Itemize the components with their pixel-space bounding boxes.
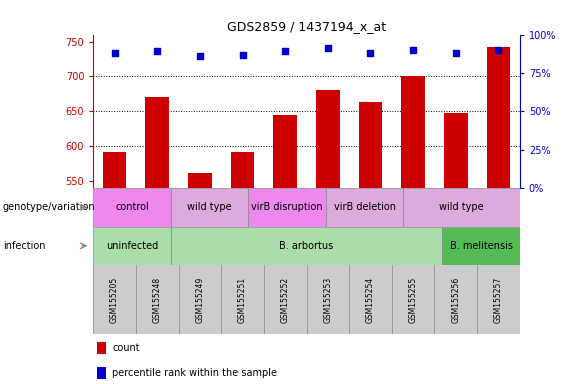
Text: uninfected: uninfected: [106, 241, 158, 251]
Bar: [401, 76, 425, 188]
Text: percentile rank within the sample: percentile rank within the sample: [112, 368, 277, 378]
Bar: [444, 113, 468, 188]
Text: GSM155256: GSM155256: [451, 276, 460, 323]
Point: [494, 47, 503, 53]
Text: GSM155257: GSM155257: [494, 276, 503, 323]
Text: wild type: wild type: [187, 202, 232, 212]
Text: GSM155254: GSM155254: [366, 276, 375, 323]
Text: GSM155252: GSM155252: [281, 276, 290, 323]
Text: control: control: [115, 202, 149, 212]
Bar: [93, 227, 171, 265]
Text: count: count: [112, 343, 140, 353]
Bar: [171, 188, 249, 227]
Text: virB deletion: virB deletion: [334, 202, 395, 212]
Point: [153, 48, 162, 55]
Bar: [359, 102, 383, 188]
Bar: [316, 90, 340, 188]
Bar: [188, 173, 212, 188]
Bar: [231, 152, 254, 188]
Point: [323, 45, 332, 51]
Point: [238, 51, 247, 58]
Text: wild type: wild type: [440, 202, 484, 212]
Text: GSM155253: GSM155253: [323, 276, 332, 323]
Text: infection: infection: [3, 241, 45, 251]
Point: [366, 50, 375, 56]
Point: [408, 47, 418, 53]
Point: [110, 50, 119, 56]
Point: [281, 48, 290, 55]
Point: [195, 53, 205, 59]
Text: B. melitensis: B. melitensis: [450, 241, 512, 251]
Text: genotype/variation: genotype/variation: [3, 202, 95, 212]
Point: [451, 50, 460, 56]
Text: GSM155255: GSM155255: [408, 276, 418, 323]
Bar: [486, 47, 510, 188]
Bar: [273, 115, 297, 188]
Bar: [442, 227, 520, 265]
Bar: [98, 342, 106, 354]
Bar: [249, 188, 326, 227]
Text: GSM155251: GSM155251: [238, 276, 247, 323]
Text: virB disruption: virB disruption: [251, 202, 323, 212]
Text: B. arbortus: B. arbortus: [279, 241, 334, 251]
Bar: [326, 188, 403, 227]
Text: GSM155205: GSM155205: [110, 276, 119, 323]
Bar: [171, 227, 442, 265]
Bar: [98, 366, 106, 379]
Text: GSM155248: GSM155248: [153, 276, 162, 323]
Title: GDS2859 / 1437194_x_at: GDS2859 / 1437194_x_at: [227, 20, 386, 33]
Bar: [103, 152, 127, 188]
Bar: [145, 98, 169, 188]
Text: GSM155249: GSM155249: [195, 276, 205, 323]
Bar: [93, 188, 171, 227]
Bar: [403, 188, 520, 227]
